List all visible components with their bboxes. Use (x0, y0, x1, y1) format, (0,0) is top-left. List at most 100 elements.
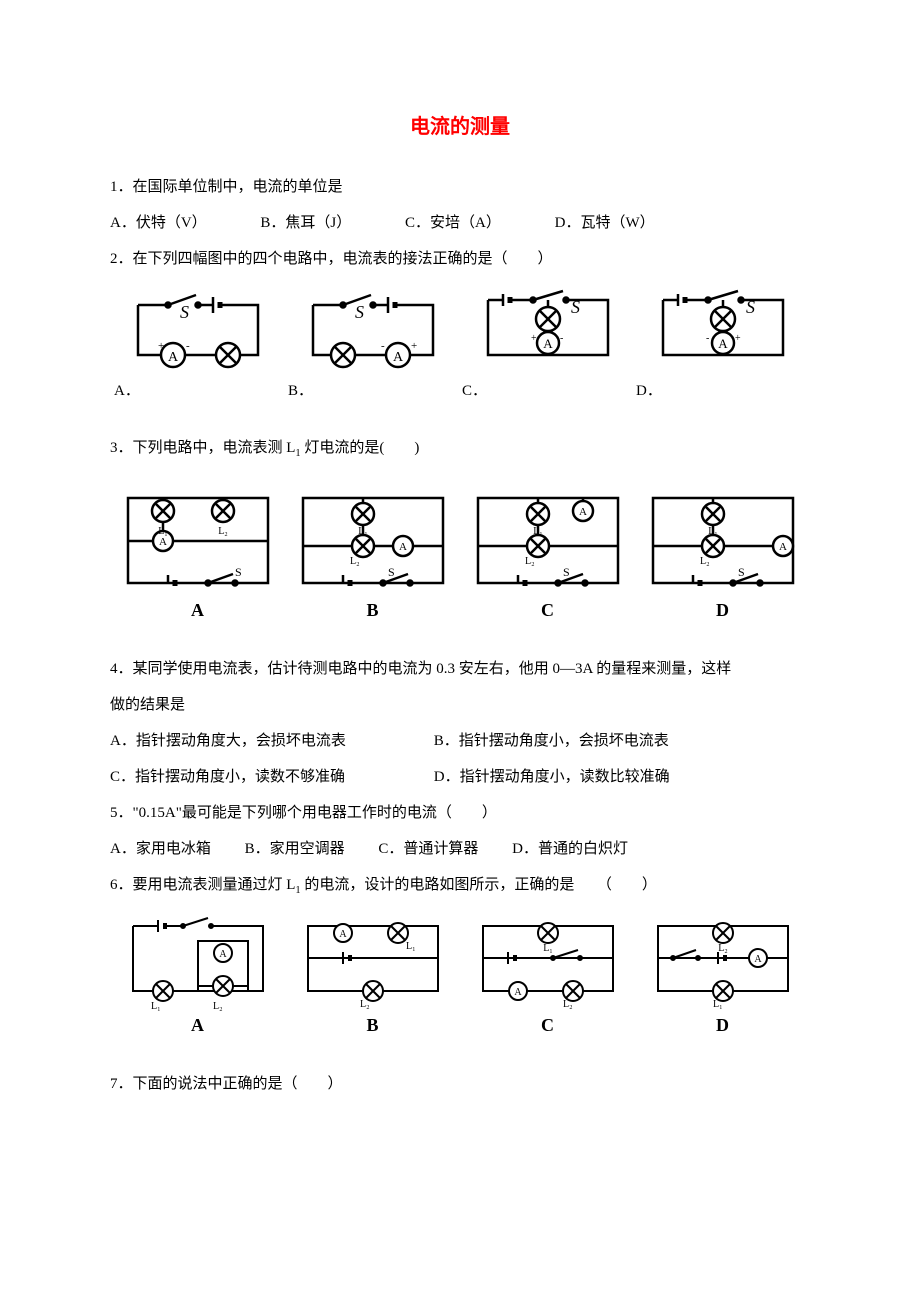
svg-text:L₁: L₁ (151, 1001, 161, 1011)
q3-labels: A B C D (110, 600, 810, 621)
q3-fig-d: L₁ L₂ A S (635, 486, 810, 596)
q5-opt-d: D．普通的白炽灯 (512, 831, 628, 867)
svg-text:S: S (355, 302, 364, 322)
svg-text:L₁: L₁ (358, 526, 368, 537)
q4-line1: 4．某同学使用电流表，估计待测电路中的电流为 0.3 安左右，他用 0—3A 的… (110, 651, 810, 687)
q5-opt-a: A．家用电冰箱 (110, 831, 211, 867)
svg-text:L₂: L₂ (700, 556, 710, 567)
svg-text:L₁: L₁ (406, 941, 416, 952)
q5-opt-c: C．普通计算器 (378, 831, 478, 867)
q3-fig-b: L₁ L₂ A S (285, 486, 460, 596)
svg-text:A: A (754, 954, 762, 965)
q2-label-c: C． (462, 379, 636, 400)
q3-label-a: A (110, 600, 285, 621)
q1-opt-b: B．焦耳（J） (260, 205, 351, 241)
svg-text:S: S (746, 297, 755, 317)
svg-text:-: - (706, 333, 709, 344)
svg-text:A: A (718, 336, 728, 351)
svg-text:L₁: L₁ (708, 526, 718, 537)
svg-text:A: A (514, 987, 522, 998)
svg-text:A: A (219, 949, 227, 960)
svg-text:+: + (411, 340, 417, 352)
svg-text:+: + (735, 333, 741, 344)
q7-stem: 7．下面的说法中正确的是（ ） (110, 1066, 810, 1102)
svg-text:+: + (158, 340, 164, 352)
svg-text:L₁: L₁ (533, 526, 543, 537)
svg-text:A: A (339, 929, 347, 940)
svg-text:S: S (563, 565, 570, 579)
q2-label-b: B． (288, 379, 462, 400)
q6-label-c: C (460, 1015, 635, 1036)
q3-label-c: C (460, 600, 635, 621)
svg-text:L₂: L₂ (718, 943, 728, 954)
q6-label-d: D (635, 1015, 810, 1036)
q2-label-a: A． (110, 379, 288, 400)
svg-text:A: A (392, 350, 403, 365)
svg-text:A: A (399, 541, 407, 553)
svg-text:L₂: L₂ (213, 1001, 223, 1011)
circuit-icon: A L₁ L₂ (288, 911, 458, 1011)
q5-stem: 5．"0.15A"最可能是下列哪个用电器工作时的电流（ ） (110, 795, 810, 831)
svg-text:-: - (560, 333, 563, 344)
svg-text:L₁: L₁ (713, 999, 723, 1010)
q6-label-a: A (110, 1015, 285, 1036)
q2-labels: A． B． C． D． (110, 379, 810, 400)
q6-fig-b: A L₁ L₂ (285, 911, 460, 1011)
q4-row1: A．指针摆动角度大，会损坏电流表 B．指针摆动角度小，会损坏电流表 (110, 723, 810, 759)
q5-opt-b: B．家用空调器 (245, 831, 345, 867)
svg-text:A: A (167, 350, 178, 365)
q4-row2: C．指针摆动角度小，读数不够准确 D．指针摆动角度小，读数比较准确 (110, 759, 810, 795)
q2-fig-b: S A - + (285, 285, 460, 375)
q4-opt-c: C．指针摆动角度小，读数不够准确 (110, 759, 430, 795)
q3-stem-prefix: 3．下列电路中，电流表测 L (110, 440, 295, 456)
q1-opt-c: C．安培（A） (405, 205, 501, 241)
q6-stem-prefix: 6．要用电流表测量通过灯 L (110, 877, 295, 893)
q4-opt-d: D．指针摆动角度小，读数比较准确 (434, 759, 754, 795)
circuit-icon: L₁ L₂ A S (113, 486, 283, 596)
svg-text:L₁: L₁ (543, 943, 553, 954)
q2-fig-d: S A - + (635, 285, 810, 375)
q3-stem-suffix: 灯电流的是( ) (301, 440, 420, 456)
svg-text:-: - (186, 340, 190, 352)
q1-options: A．伏特（V） B．焦耳（J） C．安培（A） D．瓦特（W） (110, 205, 810, 241)
svg-text:L₂: L₂ (350, 556, 360, 567)
svg-text:L₂: L₂ (360, 999, 370, 1010)
q3-label-d: D (635, 600, 810, 621)
q6-fig-a: A L₁ L₂ (110, 911, 285, 1011)
q2-fig-c: S A + - (460, 285, 635, 375)
q6-figures: A L₁ L₂ A L₁ L (110, 911, 810, 1011)
svg-text:L₂: L₂ (525, 556, 535, 567)
q6-stem-suffix: 的电流，设计的电路如图所示，正确的是 （ ） (301, 877, 657, 893)
q6-fig-c: L₁ A L₂ (460, 911, 635, 1011)
q3-stem: 3．下列电路中，电流表测 L1 灯电流的是( ) (110, 430, 810, 466)
svg-text:S: S (388, 565, 395, 579)
svg-text:+: + (531, 333, 537, 344)
q4-opt-a: A．指针摆动角度大，会损坏电流表 (110, 723, 430, 759)
circuit-icon: L₁ L₂ A S (288, 486, 458, 596)
svg-text:S: S (235, 565, 242, 579)
svg-text:L₂: L₂ (218, 526, 228, 537)
q3-fig-a: L₁ L₂ A S (110, 486, 285, 596)
q2-figures: S A + - (110, 285, 810, 375)
q5-options: A．家用电冰箱 B．家用空调器 C．普通计算器 D．普通的白炽灯 (110, 831, 810, 867)
circuit-icon: A L₁ L₂ (113, 911, 283, 1011)
q2-stem: 2．在下列四幅图中的四个电路中，电流表的接法正确的是（ ） (110, 241, 810, 277)
circuit-icon: S A + - (118, 285, 278, 375)
svg-text:S: S (738, 565, 745, 579)
page-root: 电流的测量 1．在国际单位制中，电流的单位是 A．伏特（V） B．焦耳（J） C… (0, 0, 920, 1162)
q3-fig-c: L₁ L₂ A S (460, 486, 635, 596)
page-title: 电流的测量 (110, 110, 810, 139)
circuit-icon: L₁ L₂ A S (463, 486, 633, 596)
q6-stem: 6．要用电流表测量通过灯 L1 的电流，设计的电路如图所示，正确的是 （ ） (110, 867, 810, 903)
q6-fig-d: L₂ A L₁ (635, 911, 810, 1011)
q3-figures: L₁ L₂ A S (110, 486, 810, 596)
q2-label-d: D． (636, 379, 810, 400)
svg-text:S: S (571, 297, 580, 317)
q1-stem: 1．在国际单位制中，电流的单位是 (110, 169, 810, 205)
q6-labels: A B C D (110, 1015, 810, 1036)
svg-text:A: A (159, 536, 167, 548)
q4-opt-b: B．指针摆动角度小，会损坏电流表 (434, 723, 754, 759)
circuit-icon: S A + - (468, 285, 628, 375)
svg-text:A: A (579, 506, 587, 518)
q2-fig-a: S A + - (110, 285, 285, 375)
